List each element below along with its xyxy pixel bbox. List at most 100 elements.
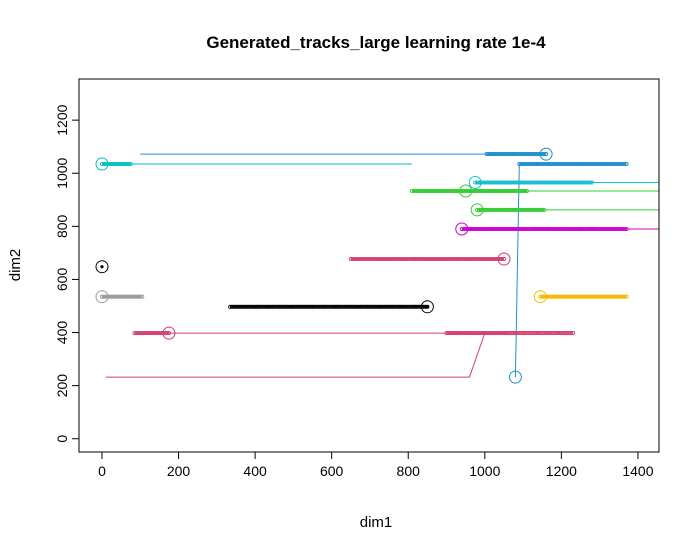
track-point bbox=[463, 188, 468, 194]
track-point bbox=[536, 226, 541, 232]
track-point bbox=[314, 304, 319, 309]
track-point bbox=[482, 180, 487, 185]
track-point bbox=[461, 331, 466, 336]
track-point bbox=[499, 256, 505, 262]
track-point bbox=[119, 294, 124, 299]
track-point bbox=[111, 294, 116, 299]
x-axis-label: dim1 bbox=[360, 514, 393, 531]
track-point bbox=[99, 161, 105, 167]
track-point bbox=[528, 331, 533, 336]
track-point bbox=[136, 294, 141, 299]
track-point bbox=[109, 294, 114, 299]
track-point bbox=[553, 161, 558, 167]
track-point bbox=[484, 331, 489, 336]
track-point bbox=[542, 161, 547, 167]
track-point bbox=[542, 207, 547, 212]
track-point bbox=[434, 188, 440, 194]
track-point bbox=[467, 188, 472, 194]
track-point bbox=[511, 331, 516, 336]
track-point bbox=[446, 188, 451, 194]
track-point bbox=[597, 294, 602, 299]
track-point bbox=[486, 180, 491, 185]
track-point bbox=[333, 304, 338, 309]
track-point bbox=[547, 161, 552, 167]
track-point bbox=[385, 304, 390, 309]
track-point bbox=[530, 207, 535, 212]
track-point bbox=[532, 152, 537, 157]
track-point bbox=[438, 188, 443, 194]
track-point bbox=[373, 256, 378, 262]
x-tick-label: 600 bbox=[320, 463, 344, 479]
track-point bbox=[377, 304, 382, 309]
track-point bbox=[452, 331, 457, 336]
track-point bbox=[488, 152, 493, 157]
track-point bbox=[371, 256, 376, 262]
track-point bbox=[251, 304, 256, 309]
track-point bbox=[591, 294, 596, 299]
track-point bbox=[530, 331, 535, 336]
track-point bbox=[501, 331, 507, 336]
track-point bbox=[589, 180, 595, 185]
track-point bbox=[582, 226, 587, 232]
track-point bbox=[545, 161, 551, 167]
track-point bbox=[534, 226, 539, 232]
track-point bbox=[620, 226, 625, 232]
series-group bbox=[95, 147, 659, 384]
track-point bbox=[463, 256, 468, 262]
track-point bbox=[530, 161, 535, 167]
track-point bbox=[484, 188, 489, 194]
track-point bbox=[365, 304, 371, 309]
track-point bbox=[593, 161, 598, 167]
track-point bbox=[165, 331, 170, 336]
track-point bbox=[310, 304, 315, 309]
track-point bbox=[524, 207, 529, 212]
track-point bbox=[329, 304, 334, 309]
track-point bbox=[505, 331, 510, 336]
track-point bbox=[609, 294, 614, 299]
track-point bbox=[547, 180, 552, 185]
track-point bbox=[241, 304, 246, 309]
track-series-11 bbox=[533, 290, 629, 304]
track-point bbox=[431, 188, 436, 194]
axes: 0 200 400 600 800 1000 1200 1400 0 200 400 600 800 10… bbox=[54, 104, 654, 479]
track-point bbox=[503, 180, 508, 185]
y-tick-label: 600 bbox=[54, 268, 70, 292]
track-point bbox=[473, 331, 478, 336]
track-point bbox=[544, 180, 549, 185]
track-point bbox=[432, 188, 438, 194]
track-point bbox=[555, 294, 560, 299]
track-point bbox=[482, 226, 487, 232]
track-point bbox=[423, 256, 428, 262]
track-point bbox=[547, 331, 552, 336]
track-point bbox=[320, 304, 325, 309]
track-point bbox=[616, 161, 621, 167]
track-point bbox=[490, 226, 495, 232]
track-point bbox=[454, 331, 459, 336]
track-point bbox=[601, 161, 606, 167]
track-point bbox=[536, 207, 541, 212]
track-point bbox=[411, 304, 417, 309]
track-point bbox=[519, 188, 524, 194]
y-tick-label: 200 bbox=[54, 374, 70, 398]
x-tick-label: 800 bbox=[397, 463, 421, 479]
track-point bbox=[586, 226, 591, 232]
track-point bbox=[542, 331, 547, 336]
track-point bbox=[524, 180, 529, 185]
track-point bbox=[553, 331, 558, 336]
track-point bbox=[549, 161, 554, 167]
track-point bbox=[390, 304, 395, 309]
track-point bbox=[484, 207, 489, 212]
track-point bbox=[513, 207, 518, 212]
track-point bbox=[561, 331, 566, 336]
track-point bbox=[522, 152, 528, 157]
start-marker bbox=[162, 326, 176, 340]
track-point bbox=[511, 226, 516, 232]
track-point bbox=[124, 294, 129, 299]
track-point bbox=[540, 294, 545, 299]
track-point bbox=[486, 207, 491, 212]
track-point bbox=[589, 226, 595, 232]
start-marker bbox=[539, 147, 553, 161]
track-point bbox=[515, 152, 520, 157]
track-point bbox=[442, 188, 447, 194]
track-point bbox=[555, 180, 560, 185]
